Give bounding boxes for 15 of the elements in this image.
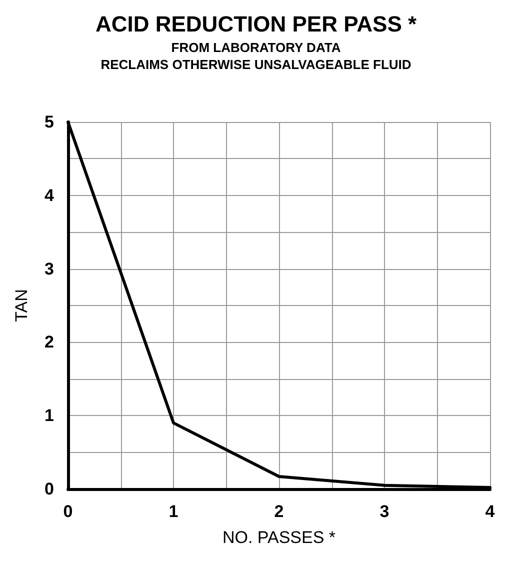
x-axis-title: NO. PASSES * bbox=[222, 528, 336, 547]
chart-subtitle: FROM LABORATORY DATA RECLAIMS OTHERWISE UNSALVAGEABLE FLUID bbox=[100, 40, 412, 72]
x-tick-label: 0 bbox=[63, 502, 73, 521]
x-tick-label: 3 bbox=[380, 502, 390, 521]
x-tick-label: 4 bbox=[485, 502, 496, 521]
y-axis-title: TAN bbox=[12, 289, 31, 322]
chart-title: ACID REDUCTION PER PASS * bbox=[95, 12, 417, 36]
x-tick-label: 2 bbox=[274, 502, 284, 521]
y-tick-label: 3 bbox=[44, 259, 54, 278]
y-tick-label: 5 bbox=[44, 112, 54, 132]
y-tick-label: 1 bbox=[44, 406, 54, 426]
y-tick-label: 4 bbox=[44, 186, 55, 205]
x-tick-label: 1 bbox=[168, 502, 178, 521]
y-tick-label: 2 bbox=[44, 332, 54, 352]
y-tick-label: 0 bbox=[44, 480, 54, 498]
